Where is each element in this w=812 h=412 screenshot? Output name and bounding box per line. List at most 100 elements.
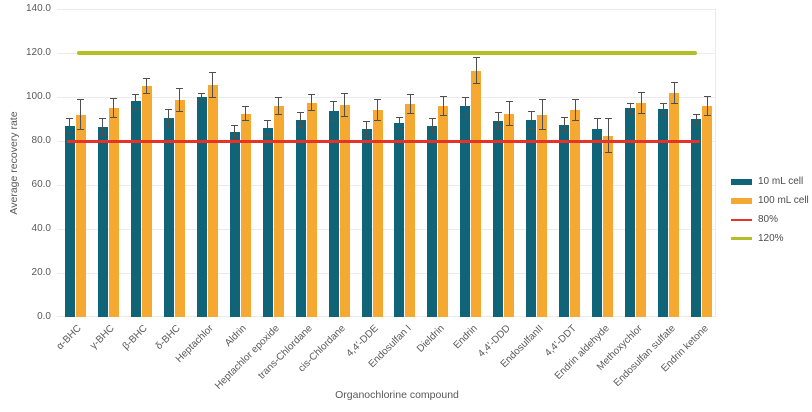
error-bar-cap-bottom: [505, 124, 513, 126]
bar-small-cell: [229, 132, 240, 317]
error-bar-stem: [629, 102, 631, 114]
error-bar-cap-top: [275, 97, 283, 99]
bar-large-cell: [405, 103, 416, 317]
error-bar-cap-bottom: [626, 112, 634, 114]
error-bar: [538, 99, 546, 130]
error-bar-cap-bottom: [395, 129, 403, 130]
error-bar-cap-top: [604, 117, 612, 119]
error-bar-cap-bottom: [593, 138, 601, 140]
legend-swatch: [731, 197, 752, 204]
error-bar-cap-top: [110, 98, 118, 100]
error-bar: [395, 116, 403, 130]
error-bar-stem: [69, 117, 71, 134]
error-bar-stem: [530, 111, 532, 129]
error-bar: [560, 116, 568, 133]
error-bar-stem: [563, 116, 565, 133]
error-bar: [670, 81, 678, 104]
error-bar: [374, 99, 382, 122]
error-bar-cap-top: [176, 88, 184, 90]
error-bar-cap-top: [99, 117, 107, 119]
error-bar-stem: [366, 121, 368, 137]
error-bar-cap-bottom: [428, 132, 436, 134]
error-bar-cap-bottom: [692, 123, 700, 125]
error-bar: [472, 57, 480, 84]
bar-small-cell: [691, 119, 702, 317]
bar-small-cell: [64, 125, 75, 317]
error-bar-cap-top: [395, 116, 403, 118]
bar-small-cell: [163, 117, 174, 317]
error-bar-cap-top: [637, 91, 645, 93]
error-bar: [505, 101, 513, 126]
error-bar-cap-bottom: [494, 129, 502, 130]
bar-small-cell: [658, 109, 669, 317]
error-bar-cap-top: [297, 112, 305, 114]
bar-large-cell: [669, 92, 680, 317]
y-tick-label: 60.0: [31, 179, 51, 190]
error-bar-stem: [695, 113, 697, 125]
error-bar: [341, 92, 349, 117]
error-bar: [363, 121, 371, 137]
bar-small-cell: [526, 120, 537, 317]
error-bar-cap-top: [242, 105, 250, 107]
error-bar-cap-top: [659, 102, 667, 104]
error-bar-stem: [464, 97, 466, 115]
error-bar-cap-bottom: [439, 114, 447, 116]
y-tick-label: 80.0: [31, 135, 51, 146]
error-bar-stem: [344, 92, 346, 117]
error-bar-stem: [607, 117, 609, 154]
error-bar-stem: [574, 99, 576, 122]
bar-large-cell: [537, 114, 548, 317]
error-bar-cap-top: [209, 71, 217, 73]
reference-line-80: [67, 139, 700, 143]
error-bar-stem: [596, 117, 598, 140]
error-bar-cap-bottom: [264, 134, 272, 136]
error-bar: [626, 102, 634, 114]
bar-large-cell: [702, 105, 713, 317]
bar-small-cell: [559, 124, 570, 317]
error-bar-cap-bottom: [330, 120, 338, 122]
error-bar: [571, 99, 579, 122]
error-bar-cap-top: [132, 93, 140, 95]
error-bar: [176, 88, 184, 113]
legend-item-ref-80: 80%: [731, 210, 809, 229]
y-tick-label: 140.0: [25, 3, 51, 14]
error-bar-cap-top: [66, 117, 74, 119]
gridline-y-0: [57, 316, 716, 317]
bar-small-cell: [295, 120, 306, 317]
error-bar-cap-top: [143, 78, 151, 80]
error-bar-cap-top: [527, 111, 535, 113]
error-bar-stem: [146, 78, 148, 94]
error-bar-cap-top: [374, 99, 382, 101]
bar-large-cell: [339, 104, 350, 317]
bar-small-cell: [460, 105, 471, 317]
error-bar-stem: [377, 99, 379, 122]
error-bar-stem: [409, 93, 411, 114]
error-bar: [165, 109, 173, 127]
bar-large-cell: [438, 105, 449, 317]
error-bar-stem: [212, 71, 214, 99]
error-bar-stem: [245, 105, 247, 122]
error-bar: [593, 117, 601, 140]
error-bar-stem: [398, 116, 400, 130]
error-bar-cap-bottom: [374, 120, 382, 122]
error-bar-cap-bottom: [406, 112, 414, 114]
error-bar-cap-top: [308, 93, 316, 95]
error-bar: [461, 97, 469, 115]
legend-swatch: [731, 237, 752, 240]
error-bar-cap-bottom: [637, 112, 645, 114]
error-bar-stem: [135, 93, 137, 110]
error-bar: [209, 71, 217, 99]
bar-small-cell: [394, 123, 405, 317]
error-bar: [231, 124, 239, 140]
reference-line-120: [77, 51, 697, 55]
bar-large-cell: [108, 108, 119, 317]
error-bar-cap-top: [363, 121, 371, 123]
error-bar: [66, 117, 74, 134]
error-bar: [659, 102, 667, 116]
error-bar-cap-top: [341, 92, 349, 94]
error-bar-stem: [333, 101, 335, 122]
plot-right-border: [715, 9, 716, 317]
error-bar-cap-top: [670, 81, 678, 83]
error-bar-cap-bottom: [571, 120, 579, 122]
error-bar-stem: [179, 88, 181, 113]
